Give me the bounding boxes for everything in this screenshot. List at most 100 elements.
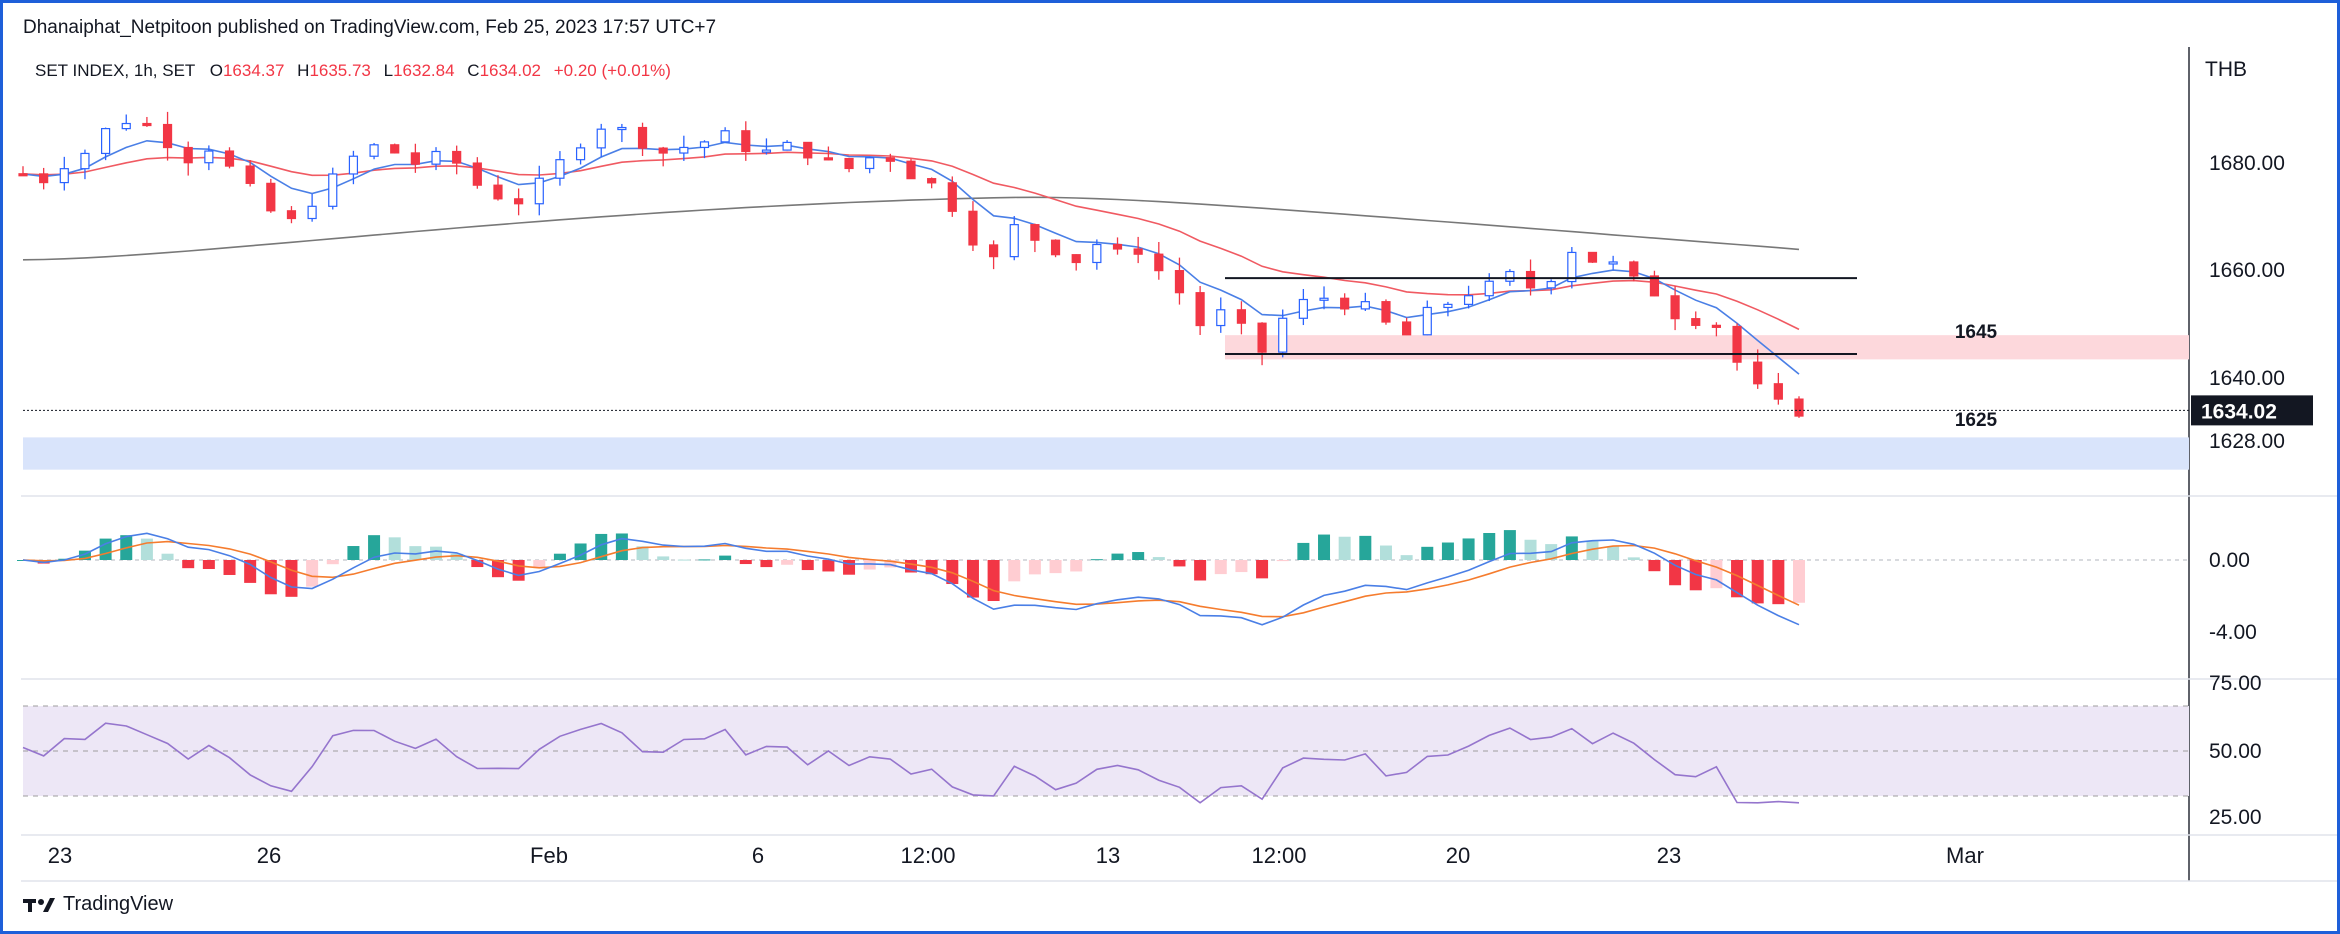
candle-body	[390, 144, 400, 154]
macd-line	[22, 532, 1800, 626]
tradingview-logo-icon	[23, 897, 55, 912]
macd-histogram-bar	[615, 533, 628, 560]
candle-body	[1753, 361, 1763, 385]
candle-body	[39, 173, 49, 184]
price-tick-label: 1640.00	[2209, 367, 2285, 390]
macd-histogram-bar	[553, 553, 566, 560]
macd-histogram-bar	[161, 553, 174, 560]
legend-high: 1635.73	[309, 61, 370, 80]
macd-histogram-bar	[657, 556, 670, 560]
candle-body	[431, 150, 441, 165]
candle-body	[1794, 398, 1804, 417]
macd-histogram-bar	[1441, 542, 1454, 560]
macd-histogram-bar	[1194, 560, 1207, 581]
axes-layer: THB 1680.00 1660.00 1640.00 1628.00 1634.02 0.…	[48, 58, 2313, 868]
macd-histogram-bar	[1710, 560, 1723, 589]
candle-body	[968, 210, 978, 246]
price-tick-label: 1628.00	[2209, 430, 2285, 453]
candle-body	[307, 205, 317, 220]
last-price-badge	[2191, 395, 2313, 426]
tradingview-brand[interactable]: TradingView	[23, 893, 173, 916]
candle-body	[204, 150, 214, 164]
macd-tick-label: 0.00	[2209, 549, 2250, 572]
macd-histogram-bar	[1049, 560, 1062, 574]
candle-body	[1092, 243, 1102, 264]
macd-histogram-bar	[1090, 559, 1103, 561]
macd-histogram-bar	[1648, 560, 1661, 572]
macd-histogram-bar	[1070, 560, 1083, 572]
candle-body	[617, 126, 627, 131]
symbol-legend: SET INDEX, 1h, SET O1634.37 H1635.73 L16…	[35, 61, 671, 80]
candles-layer	[18, 111, 1804, 418]
macd-histogram-bar	[1462, 538, 1475, 560]
zone-1625	[23, 437, 2189, 470]
macd-histogram-bar	[347, 546, 360, 560]
macd-histogram-bar	[1669, 560, 1682, 586]
candle-body	[1236, 309, 1247, 324]
rsi-tick-label: 50.00	[2209, 740, 2262, 763]
candle-body	[720, 130, 730, 143]
ema-mid-line	[22, 151, 1800, 331]
candle-body	[1484, 280, 1494, 297]
candle-body	[1670, 295, 1680, 320]
macd-histogram-bar	[1276, 560, 1289, 562]
macd-histogram-bar	[1503, 530, 1516, 560]
macd-histogram-bar	[306, 560, 319, 587]
macd-histogram-bar	[1793, 560, 1805, 603]
price-tick-label: 1660.00	[2209, 259, 2285, 282]
candle-body	[1773, 383, 1783, 400]
candle-body	[1009, 224, 1019, 258]
macd-histogram-bar	[822, 560, 835, 572]
macd-histogram-bar	[368, 535, 381, 560]
time-tick-label: 12:00	[900, 843, 955, 868]
macd-histogram-bar	[1132, 552, 1145, 560]
candle-body	[162, 123, 173, 149]
zone-1645	[1225, 335, 2189, 360]
macd-histogram-bar	[140, 538, 153, 560]
candle-body	[1319, 297, 1329, 301]
macd-histogram-bar	[801, 560, 814, 571]
trading-chart[interactable]: 1645 1625 THB 1680.00 1660.00 1640.00 1628.00…	[3, 3, 2337, 931]
candle-body	[1030, 224, 1040, 241]
macd-histogram-bar	[1751, 560, 1764, 604]
candle-body	[741, 130, 751, 153]
macd-histogram-bar	[1524, 539, 1537, 560]
candle-body	[844, 157, 854, 170]
legend-open: 1634.37	[223, 61, 284, 80]
candle-body	[245, 165, 255, 184]
macd-histogram-bar	[1111, 553, 1124, 560]
macd-histogram-bar	[1214, 560, 1227, 575]
time-tick-label: Feb	[530, 843, 568, 868]
macd-histogram-bar	[1586, 541, 1599, 560]
candle-body	[121, 122, 131, 130]
macd-histogram-bar	[409, 546, 422, 560]
price-tick-label: 1680.00	[2209, 152, 2285, 175]
time-tick-label: 23	[1657, 843, 1681, 868]
time-tick-label: 6	[752, 843, 764, 868]
macd-histogram-bar	[1318, 534, 1331, 560]
macd-histogram-bar	[202, 560, 215, 570]
time-tick-label: 13	[1096, 843, 1120, 868]
macd-histogram-bar	[636, 546, 649, 560]
candle-body	[1340, 297, 1350, 310]
candle-body	[369, 144, 379, 157]
macd-histogram-bar	[1379, 545, 1392, 560]
macd-histogram-bar	[285, 560, 298, 597]
candle-body	[18, 173, 28, 177]
candle-body	[1546, 280, 1556, 289]
macd-histogram-bar	[1731, 560, 1744, 598]
time-tick-label: 26	[257, 843, 281, 868]
macd-histogram-bar	[223, 560, 236, 575]
candle-body	[410, 152, 420, 165]
macd-histogram-bar	[450, 553, 463, 560]
macd-histogram-bar	[1772, 560, 1785, 605]
candle-body	[266, 182, 276, 212]
macd-histogram-bar	[1400, 555, 1413, 560]
candle-body	[823, 157, 833, 161]
zones-layer: 1645 1625	[23, 322, 2189, 470]
candle-body	[452, 150, 462, 164]
macd-histogram-bar	[987, 560, 1000, 602]
macd-histogram-bar	[1008, 560, 1021, 582]
candle-body	[101, 128, 111, 155]
legend-low: 1632.84	[393, 61, 454, 80]
